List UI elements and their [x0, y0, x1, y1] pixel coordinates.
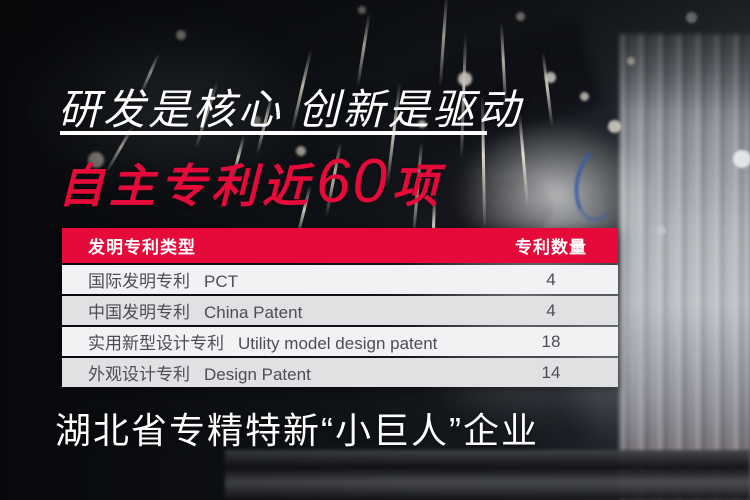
patent-type-en: PCT [204, 272, 238, 291]
patent-type-cell: 中国发明专利 China Patent [62, 298, 498, 323]
patent-type-en: China Patent [204, 303, 303, 322]
patent-count-cell: 4 [546, 300, 556, 320]
table-row: 中国发明专利 China Patent 4 [62, 296, 618, 325]
patent-count-headline: 自主专利近 60 项 [58, 146, 443, 217]
patent-type-cell: 实用新型设计专利 Utility model design patent [62, 329, 498, 354]
patent-type-en: Utility model design patent [238, 334, 438, 353]
header-patent-type: 发明专利类型 [88, 238, 196, 257]
patent-count-cell: 4 [546, 269, 556, 289]
headline: 研发是核心 创新是驱动 [58, 86, 523, 133]
headline-underline [60, 131, 487, 135]
patent-type-zh: 实用新型设计专利 [88, 334, 224, 353]
patent-type-cell: 国际发明专利 PCT [62, 267, 498, 292]
patent-type-zh: 外观设计专利 [88, 365, 190, 384]
patent-type-cell: 外观设计专利 Design Patent [62, 360, 498, 385]
table-row: 国际发明专利 PCT 4 [62, 265, 618, 294]
patent-count-cell: 14 [541, 362, 561, 382]
patent-type-en: Design Patent [204, 365, 311, 384]
patent-count-cell: 18 [541, 331, 561, 351]
table-row: 实用新型设计专利 Utility model design patent 18 [62, 327, 618, 356]
patent-count-suffix: 项 [391, 160, 443, 212]
table-row: 外观设计专利 Design Patent 14 [62, 358, 618, 387]
header-patent-count: 专利数量 [515, 238, 587, 257]
patent-count-prefix: 自主专利近 [58, 160, 313, 212]
patent-table-header: 发明专利类型 专利数量 [62, 228, 618, 263]
footer-title: 湖北省专精特新“小巨人”企业 [55, 410, 539, 451]
patent-count-number: 60 [316, 147, 389, 216]
patent-type-zh: 国际发明专利 [88, 272, 190, 291]
patent-type-zh: 中国发明专利 [88, 303, 190, 322]
patent-table-body: 国际发明专利 PCT 4 中国发明专利 China Patent 4 实用新型设计专… [62, 265, 618, 387]
patent-table: 发明专利类型 专利数量 国际发明专利 PCT 4 中国发明专利 China Pate… [62, 228, 618, 387]
